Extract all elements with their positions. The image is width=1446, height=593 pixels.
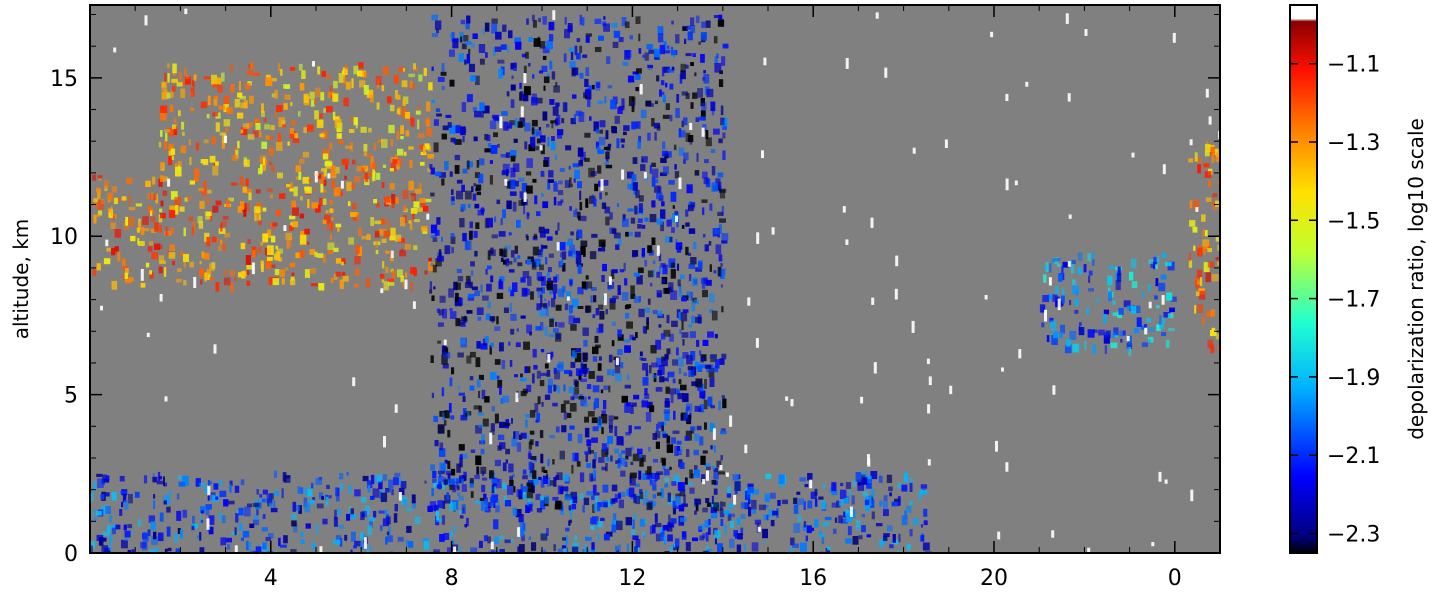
x-tick-label: 4 xyxy=(264,566,278,591)
feature-cirrus-band-upper xyxy=(158,62,434,182)
colorbar-label: depolarization ratio, log10 scale xyxy=(1404,118,1428,440)
y-tick-label: 15 xyxy=(50,67,78,92)
y-axis: 0 5 10 15 xyxy=(50,14,1220,567)
y-tick-label: 10 xyxy=(50,225,78,250)
colorbar-tick-label: −2.1 xyxy=(1327,444,1380,469)
x-tick-label: 8 xyxy=(445,566,459,591)
feature-cirrus-band-lower xyxy=(92,172,435,293)
feature-fall-streak xyxy=(429,14,729,514)
colorbar: −1.1 −1.3 −1.5 −1.7 −1.9 −2.1 −2.3 depolarizat… xyxy=(1289,4,1428,554)
y-tick-label: 0 xyxy=(64,542,78,567)
colorbar-tick-label: −2.3 xyxy=(1327,522,1380,547)
x-tick-label: 20 xyxy=(980,566,1008,591)
colorbar-tick-label: −1.7 xyxy=(1327,288,1380,313)
x-axis: 4 8 12 16 20 0 xyxy=(134,5,1182,591)
plot-frame xyxy=(89,4,1221,554)
feature-mid-level-cloud xyxy=(1039,252,1177,356)
colorbar-tick-label: −1.1 xyxy=(1327,53,1380,78)
y-tick-label: 5 xyxy=(64,384,78,409)
contour-specks xyxy=(100,8,1220,553)
x-tick-label: 16 xyxy=(799,566,827,591)
colorbar-frame xyxy=(1289,4,1318,554)
colorbar-ticks: −1.1 −1.3 −1.5 −1.7 −1.9 −2.1 −2.3 xyxy=(1290,53,1380,547)
feature-cirrus-right-edge xyxy=(1188,141,1220,354)
colorbar-gradient xyxy=(1290,5,1317,553)
x-tick-label: 0 xyxy=(1168,566,1182,591)
feature-layer xyxy=(90,8,1220,553)
colorbar-tick-label: −1.5 xyxy=(1327,209,1380,234)
y-axis-label: altitude, km xyxy=(9,219,33,340)
colorbar-tick-label: −1.9 xyxy=(1327,366,1380,391)
plot-area xyxy=(89,4,1221,554)
x-tick-label: 12 xyxy=(618,566,646,591)
colorbar-tick-label: −1.3 xyxy=(1327,131,1380,156)
